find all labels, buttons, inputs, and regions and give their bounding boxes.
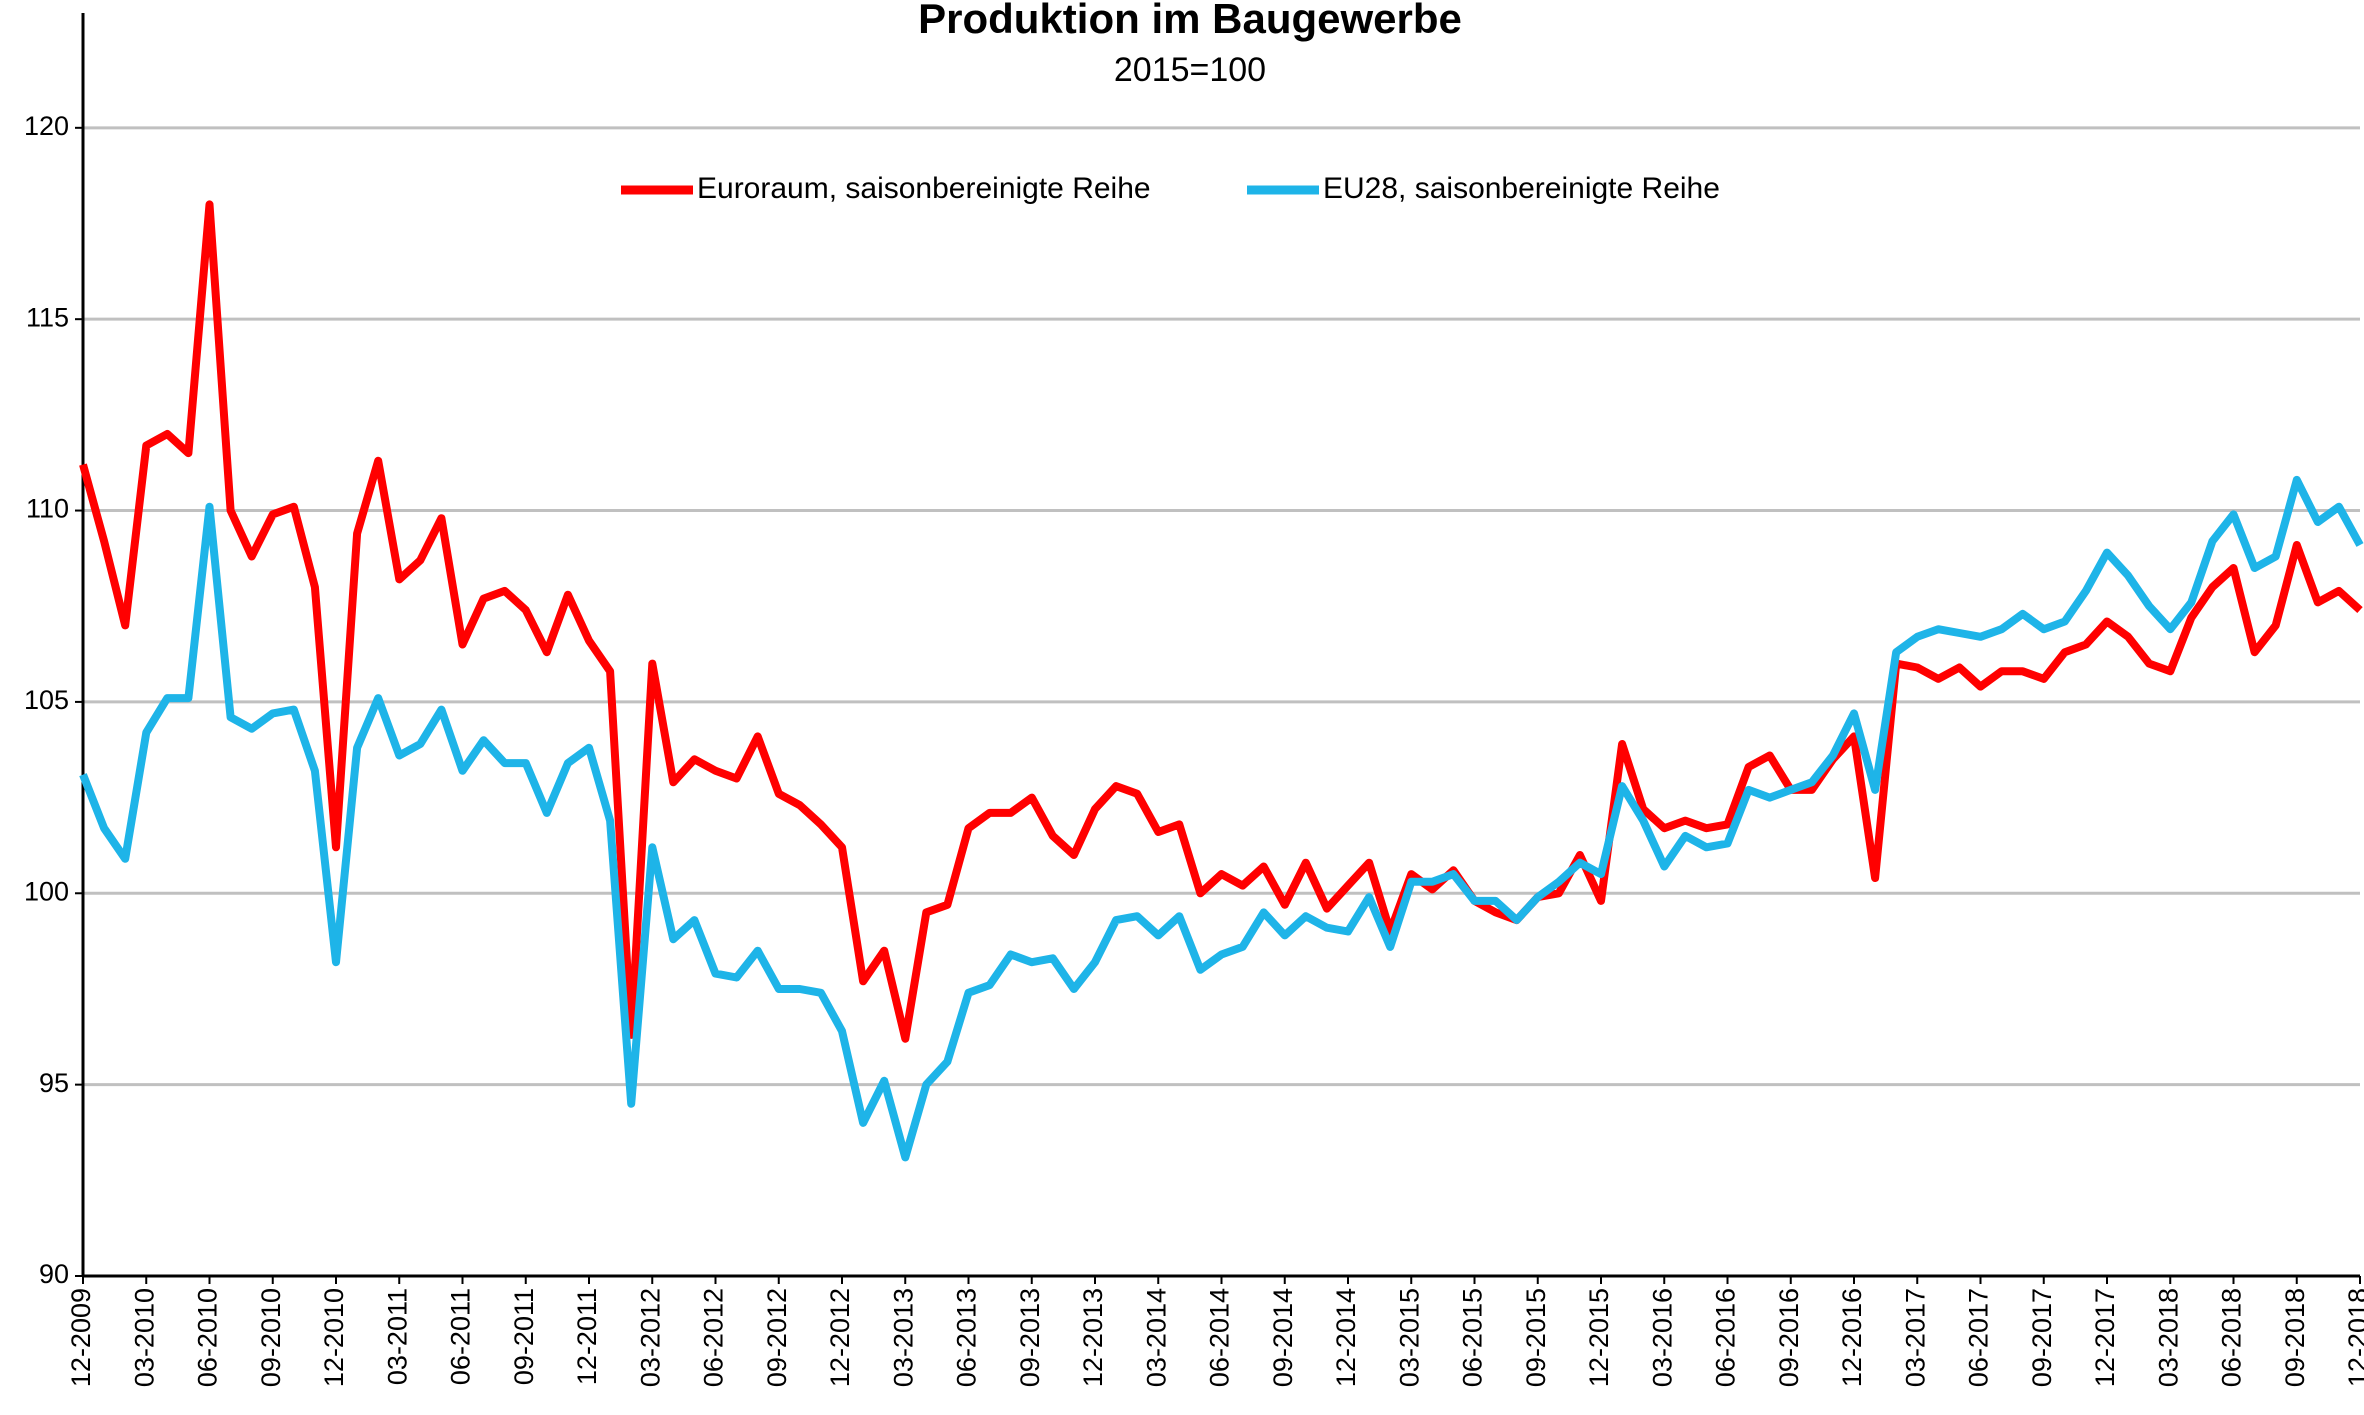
- legend-label: EU28, saisonbereinigte Reihe: [1323, 172, 1720, 205]
- x-tick-label: 09-2016: [1774, 1288, 1804, 1387]
- x-tick-label: 09-2017: [2027, 1288, 2057, 1387]
- y-tick-label: 115: [26, 302, 69, 332]
- x-tick-label: 06-2016: [1711, 1288, 1741, 1387]
- x-tick-label: 12-2015: [1584, 1288, 1614, 1387]
- x-tick-label: 06-2012: [699, 1288, 729, 1387]
- x-tick-label: 09-2011: [509, 1288, 539, 1385]
- x-tick-label: 06-2010: [193, 1288, 223, 1387]
- x-tick-label: 06-2013: [952, 1288, 982, 1387]
- x-tick-label: 12-2018: [2343, 1288, 2364, 1387]
- x-tick-label: 12-2013: [1078, 1288, 1108, 1387]
- chart-title: Produktion im Baugewerbe: [918, 0, 1462, 42]
- x-tick-label: 09-2010: [256, 1288, 286, 1387]
- line-series: [79, 475, 2364, 1162]
- x-tick-label: 03-2011: [382, 1288, 412, 1385]
- y-tick-label: 90: [39, 1259, 69, 1289]
- legend-label: Euroraum, saisonbereinigte Reihe: [697, 172, 1151, 205]
- y-tick-label: 110: [26, 494, 69, 524]
- y-tick-label: 100: [24, 876, 69, 906]
- x-tick-label: 06-2017: [1964, 1288, 1994, 1387]
- x-tick-label: 03-2014: [1141, 1288, 1171, 1387]
- x-tick-label: 06-2018: [2217, 1288, 2247, 1387]
- x-tick-label: 12-2012: [825, 1288, 855, 1387]
- x-tick-label: 09-2015: [1521, 1288, 1551, 1387]
- x-tick-label: 12-2016: [1837, 1288, 1867, 1387]
- x-tick-label: 12-2017: [2090, 1288, 2120, 1387]
- x-tick-label: 06-2014: [1205, 1288, 1235, 1387]
- x-tick-label: 03-2015: [1394, 1288, 1424, 1387]
- x-tick-label: 12-2009: [66, 1288, 96, 1387]
- x-tick-label: 12-2014: [1331, 1288, 1361, 1387]
- x-tick-label: 09-2013: [1015, 1288, 1045, 1387]
- y-tick-label: 120: [24, 111, 69, 141]
- x-tick-label: 06-2015: [1458, 1288, 1488, 1387]
- x-tick-label: 09-2018: [2280, 1288, 2310, 1387]
- y-tick-label: 105: [24, 685, 69, 715]
- x-tick-label: 03-2018: [2153, 1288, 2183, 1387]
- x-tick-label: 03-2017: [1900, 1288, 1930, 1387]
- x-tick-label: 09-2012: [762, 1288, 792, 1387]
- x-tick-label: 03-2010: [129, 1288, 159, 1387]
- x-tick-label: 03-2012: [635, 1288, 665, 1387]
- x-tick-label: 12-2010: [319, 1288, 349, 1387]
- line-series: [79, 200, 2363, 1043]
- x-tick-label: 03-2016: [1647, 1288, 1677, 1387]
- x-tick-label: 12-2011: [572, 1288, 602, 1385]
- chart-subtitle: 2015=100: [1114, 51, 1266, 89]
- x-tick-label: 06-2011: [446, 1288, 476, 1385]
- x-tick-label: 09-2014: [1268, 1288, 1298, 1387]
- y-tick-label: 95: [39, 1068, 69, 1098]
- x-tick-label: 03-2013: [888, 1288, 918, 1387]
